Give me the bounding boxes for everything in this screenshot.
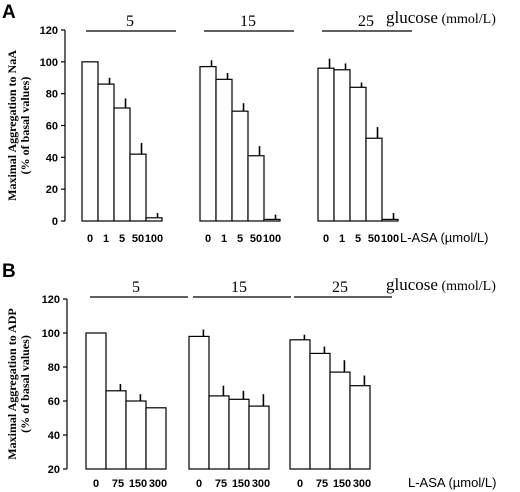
glucose-title: glucose xyxy=(386,275,438,294)
y-axis-sublabel: (% of basal values) xyxy=(18,77,32,175)
x-tick-label: 100 xyxy=(263,233,281,245)
x-tick-label: 50 xyxy=(368,233,380,245)
x-tick-label: 75 xyxy=(112,478,124,490)
group-label: 15 xyxy=(240,13,256,30)
group-15: 150 1 5 50 100 xyxy=(199,13,294,245)
bar xyxy=(228,398,250,470)
glucose-legend: glucose (mmol/L) xyxy=(386,275,496,294)
y-axis-sublabel: (% of basal values) xyxy=(18,335,32,433)
x-tick-label: 150 xyxy=(232,478,250,490)
bar xyxy=(199,66,217,222)
x-tick-label: 0 xyxy=(87,233,93,245)
x-tick-label: 100 xyxy=(145,233,163,245)
y-axis-label: Maximal Aggregation to NaA xyxy=(5,50,19,201)
bar xyxy=(247,155,265,222)
bar xyxy=(381,218,399,222)
x-axis-label: L-ASA (µmol/L) xyxy=(408,475,496,490)
glucose-unit: (mmol/L) xyxy=(438,12,496,27)
x-tick-label: 1 xyxy=(221,233,227,245)
group-label: 25 xyxy=(358,13,374,30)
x-axis-label: L-ASA (µmol/L) xyxy=(400,230,488,245)
group-25: 25 0 75 150 300 xyxy=(289,279,392,490)
bar xyxy=(309,352,331,470)
panel-b: B 20 40 60 80 100 120 Maximal Aggregation to AD… xyxy=(2,261,496,490)
x-tick-label: 50 xyxy=(132,233,144,245)
x-tick-label: 300 xyxy=(252,478,270,490)
group-5: 5 0 75 150 300 xyxy=(85,279,188,490)
bar xyxy=(329,371,351,470)
x-tick-label: 0 xyxy=(93,478,99,490)
x-tick-label: 75 xyxy=(215,478,227,490)
bar xyxy=(263,218,281,222)
y-tick-label: 60 xyxy=(48,396,60,408)
y-tick-label: 100 xyxy=(42,328,60,340)
bar xyxy=(145,407,167,470)
y-tick-label: 60 xyxy=(46,121,58,133)
bar xyxy=(317,67,335,222)
x-tick-label: 1 xyxy=(339,233,345,245)
bar xyxy=(129,153,147,222)
x-tick-label: 150 xyxy=(129,478,147,490)
x-tick-label: 150 xyxy=(333,478,351,490)
group-25: 25 0 1 5 50 100 xyxy=(317,13,412,245)
bar xyxy=(208,395,230,470)
x-tick-label: 50 xyxy=(250,233,262,245)
glucose-title: glucose xyxy=(386,8,438,27)
bar xyxy=(105,390,127,470)
x-tick-label: 300 xyxy=(353,478,371,490)
group-label: 5 xyxy=(126,13,134,30)
y-tick-label: 20 xyxy=(46,184,58,196)
bar xyxy=(97,83,115,222)
x-tick-label: 1 xyxy=(103,233,109,245)
panel-letter: A xyxy=(2,2,16,23)
y-tick-label: 80 xyxy=(46,89,58,101)
bar xyxy=(349,385,371,470)
bar xyxy=(113,107,131,222)
x-tick-label: 0 xyxy=(323,233,329,245)
bar xyxy=(333,69,351,222)
glucose-legend: glucose (mmol/L) xyxy=(386,8,496,27)
x-tick-label: 100 xyxy=(381,233,399,245)
bar xyxy=(81,61,99,222)
bar xyxy=(145,217,163,222)
x-tick-label: 5 xyxy=(119,233,125,245)
glucose-unit: (mmol/L) xyxy=(438,279,496,294)
bar xyxy=(85,332,107,470)
bar xyxy=(231,110,249,222)
group-5: 50 1 5 50 100 xyxy=(81,13,176,245)
y-tick-label: 40 xyxy=(48,430,60,442)
x-tick-label: 75 xyxy=(316,478,328,490)
y-tick-label: 0 xyxy=(52,216,58,228)
y-tick-label: 120 xyxy=(40,25,58,37)
group-label: 25 xyxy=(332,279,348,296)
y-tick-label: 80 xyxy=(48,362,60,374)
bar xyxy=(188,335,210,470)
bar xyxy=(289,339,311,470)
group-label: 15 xyxy=(231,279,247,296)
x-tick-label: 300 xyxy=(149,478,167,490)
bar xyxy=(349,86,367,222)
bar xyxy=(365,137,383,222)
x-tick-label: 5 xyxy=(237,233,243,245)
x-tick-label: 0 xyxy=(205,233,211,245)
bar xyxy=(248,405,270,470)
y-tick-label: 120 xyxy=(42,294,60,306)
y-tick-label: 100 xyxy=(40,57,58,69)
y-tick-label: 20 xyxy=(48,464,60,476)
panel-letter: B xyxy=(2,261,16,282)
bar xyxy=(125,400,147,470)
y-tick-label: 40 xyxy=(46,152,58,164)
group-label: 5 xyxy=(132,279,140,296)
x-tick-label: 0 xyxy=(196,478,202,490)
y-axis-label: Maximal Aggregation to ADP xyxy=(5,308,19,459)
group-15: 150 75 150 300 xyxy=(188,279,291,490)
bar xyxy=(215,78,233,222)
x-tick-label: 5 xyxy=(355,233,361,245)
x-tick-label: 0 xyxy=(297,478,303,490)
